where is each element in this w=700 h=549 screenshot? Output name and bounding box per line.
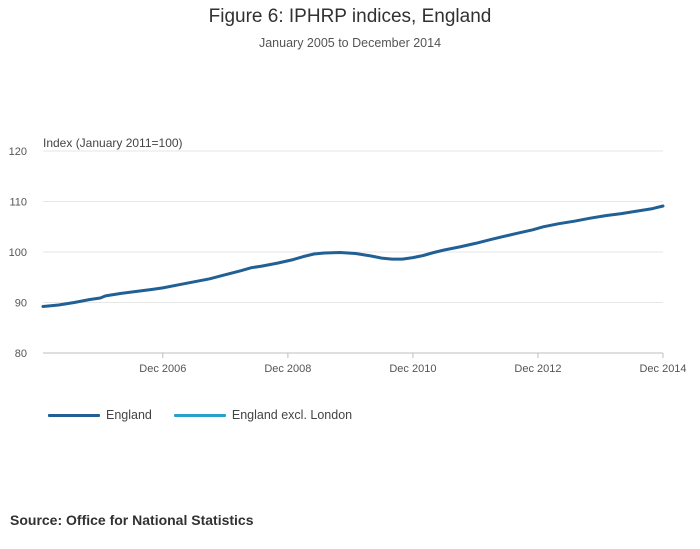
- legend-swatch-england-excl-london: [173, 413, 226, 417]
- chart-title: Figure 6: IPHRP indices, England: [208, 6, 492, 27]
- x-tick-label: Dec 2008: [264, 363, 311, 375]
- legend-item-england-excl-london[interactable]: England excl. London: [173, 408, 353, 422]
- line-chart: Index (January 2011=100) 80 90 100 110 120 D…: [9, 136, 687, 375]
- series-layer: [41, 204, 665, 308]
- x-tick-label: Dec 2010: [389, 363, 436, 375]
- y-tick-label: 80: [15, 348, 27, 360]
- y-tick-label: 120: [9, 146, 27, 158]
- legend: England England excl. London: [48, 408, 374, 422]
- y-axis-label: Index (January 2011=100): [43, 136, 183, 150]
- y-tick-label: 90: [15, 298, 27, 310]
- x-tick-label: Dec 2014: [639, 363, 686, 375]
- series-line-england[interactable]: [41, 204, 665, 308]
- x-tick-label: Dec 2006: [139, 363, 186, 375]
- source-note: Source: Office for National Statistics: [10, 512, 254, 528]
- x-tick-label: Dec 2012: [514, 363, 561, 375]
- legend-swatch-england: [48, 413, 100, 417]
- x-axis-ticks: Dec 2006 Dec 2008 Dec 2010 Dec 2012 Dec 2014: [139, 353, 687, 375]
- y-axis-ticks: 80 90 100 110 120: [9, 146, 27, 360]
- y-tick-label: 100: [9, 247, 27, 259]
- chart-subtitle: January 2005 to December 2014: [258, 36, 442, 50]
- legend-label-england-excl-london: England excl. London: [231, 408, 353, 422]
- legend-item-england[interactable]: England: [48, 408, 152, 422]
- legend-label-england: England: [106, 408, 152, 422]
- y-tick-label: 110: [9, 197, 27, 209]
